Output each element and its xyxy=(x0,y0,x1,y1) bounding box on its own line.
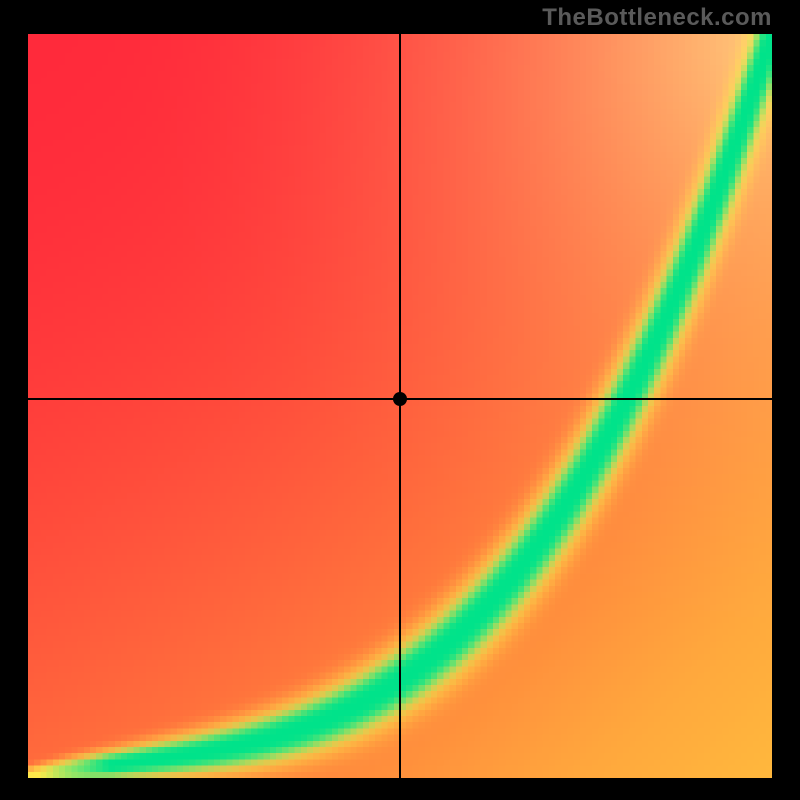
chart-stage: TheBottleneck.com xyxy=(0,0,800,800)
watermark-text: TheBottleneck.com xyxy=(542,4,772,32)
operating-point-marker xyxy=(393,392,407,406)
bottleneck-heatmap xyxy=(28,34,772,778)
